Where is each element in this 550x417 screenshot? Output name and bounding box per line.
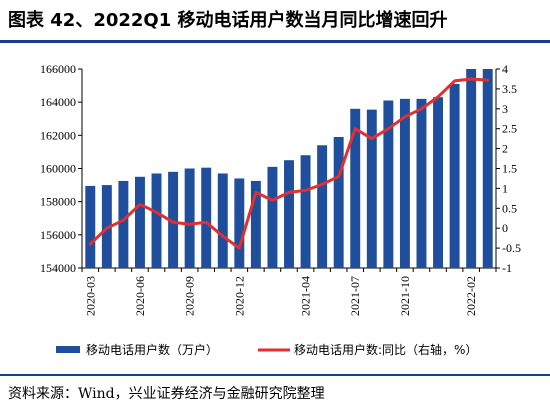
bar xyxy=(267,166,278,268)
bar xyxy=(416,98,427,268)
bar xyxy=(234,178,245,268)
bar xyxy=(184,168,195,268)
bar xyxy=(217,173,228,268)
y-right-tick-label: 4 xyxy=(502,62,508,76)
y-left-tick-label: 164000 xyxy=(40,95,76,109)
bar xyxy=(399,98,410,268)
bar xyxy=(433,97,444,268)
x-tick-label: 2021-07 xyxy=(348,276,362,316)
source-rule xyxy=(0,374,550,376)
bar xyxy=(383,100,394,268)
y-right-tick-label: 3 xyxy=(502,102,508,116)
bar xyxy=(333,136,344,268)
yoy-line xyxy=(88,77,490,250)
plot-area: 154000 156000 158000 160000 162000 164000 1660… xyxy=(40,62,521,316)
x-tick-label: 2020-12 xyxy=(232,276,246,316)
y-right-tick-label: 0.5 xyxy=(502,201,517,215)
bar xyxy=(449,83,460,268)
y-right-tick-label: 2 xyxy=(502,142,508,156)
x-tick-label: 2022-02 xyxy=(464,276,478,316)
bar xyxy=(300,155,311,268)
bar xyxy=(366,109,377,268)
y-left-tick-label: 156000 xyxy=(40,228,76,242)
x-tick-label: 2020-06 xyxy=(133,276,147,316)
y-right-tick-label: 3.5 xyxy=(502,82,517,96)
x-tick-label: 2020-09 xyxy=(183,276,197,316)
bar xyxy=(317,145,328,268)
x-tick-label: 2020-03 xyxy=(83,276,97,316)
y-left-tick-label: 158000 xyxy=(40,195,76,209)
source-note: 资料来源：Wind，兴业证券经济与金融研究院整理 xyxy=(8,386,325,402)
y-right-tick-label: -1 xyxy=(502,261,512,275)
y-right-tick-label: -0.5 xyxy=(502,241,521,255)
bar xyxy=(118,180,129,268)
title-rule xyxy=(0,40,550,43)
y-left-tick-label: 166000 xyxy=(40,62,76,76)
x-tick-label: 2021-10 xyxy=(398,276,412,316)
y-left-tick-label: 154000 xyxy=(40,261,76,275)
bar xyxy=(201,167,212,268)
legend-bar-label: 移动电话用户数（万户） xyxy=(86,342,218,357)
bar xyxy=(350,108,361,268)
x-tick-label: 2021-04 xyxy=(299,276,313,316)
bar xyxy=(284,160,294,268)
y-left-tick-label: 160000 xyxy=(40,162,76,176)
bar xyxy=(134,176,145,268)
bar xyxy=(151,173,162,268)
y-right-tick-label: 2.5 xyxy=(502,122,517,136)
legend-line-label: 移动电话用户数:同比（右轴，%） xyxy=(294,342,477,357)
bar xyxy=(85,185,96,268)
chart-title: 图表 42、2022Q1 移动电话用户数当月同比增速回升 xyxy=(8,10,448,31)
y-right-tick-label: 1.5 xyxy=(502,162,517,176)
y-left-tick-label: 162000 xyxy=(40,128,76,142)
legend: 移动电话用户数（万户） 移动电话用户数:同比（右轴，%） xyxy=(56,342,477,357)
bar xyxy=(250,180,261,268)
y-right-tick-label: 0 xyxy=(502,221,508,235)
bar xyxy=(466,69,477,268)
bar xyxy=(168,171,179,268)
legend-bar-swatch xyxy=(56,346,80,353)
bar xyxy=(482,69,493,268)
y-right-tick-label: 1 xyxy=(502,181,508,195)
